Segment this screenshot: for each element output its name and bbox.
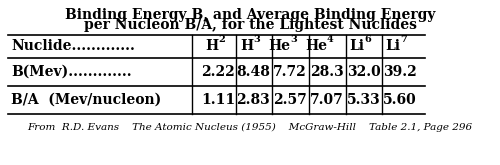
Text: H: H: [240, 39, 253, 53]
Text: 5.33: 5.33: [347, 93, 381, 107]
Text: 32.0: 32.0: [347, 65, 381, 79]
Text: 2.22: 2.22: [201, 65, 235, 79]
Text: Nuclide.............: Nuclide.............: [11, 39, 135, 53]
Text: 7.72: 7.72: [273, 65, 307, 79]
Text: 2.83: 2.83: [236, 93, 270, 107]
Text: Li: Li: [385, 39, 400, 53]
Text: 6: 6: [364, 35, 371, 45]
Text: 8.48: 8.48: [236, 65, 270, 79]
Text: 7.07: 7.07: [310, 93, 344, 107]
Text: Li: Li: [349, 39, 364, 53]
Text: 3: 3: [290, 35, 297, 45]
Text: 3: 3: [253, 35, 260, 45]
Text: 5.60: 5.60: [383, 93, 417, 107]
Text: 39.2: 39.2: [383, 65, 417, 79]
Text: B(Mev).............: B(Mev).............: [11, 65, 132, 79]
Text: per Nucleon B/A, for the Lightest Nuclides: per Nucleon B/A, for the Lightest Nuclid…: [84, 18, 416, 32]
Text: 4: 4: [327, 35, 334, 45]
Text: 1.11: 1.11: [201, 93, 235, 107]
Text: 28.3: 28.3: [310, 65, 344, 79]
Text: From  R.D. Evans    The Atomic Nucleus (1955)    McGraw-Hill    Table 2.1, Page : From R.D. Evans The Atomic Nucleus (1955…: [28, 122, 472, 132]
Text: H: H: [205, 39, 218, 53]
Text: 7: 7: [400, 35, 407, 45]
Text: 2.57: 2.57: [273, 93, 307, 107]
Text: He: He: [305, 39, 327, 53]
Text: 2: 2: [218, 35, 225, 45]
Text: Binding Energy B, and Average Binding Energy: Binding Energy B, and Average Binding En…: [65, 8, 435, 22]
Text: B/A  (Mev/nucleon): B/A (Mev/nucleon): [11, 93, 161, 107]
Text: He: He: [268, 39, 290, 53]
